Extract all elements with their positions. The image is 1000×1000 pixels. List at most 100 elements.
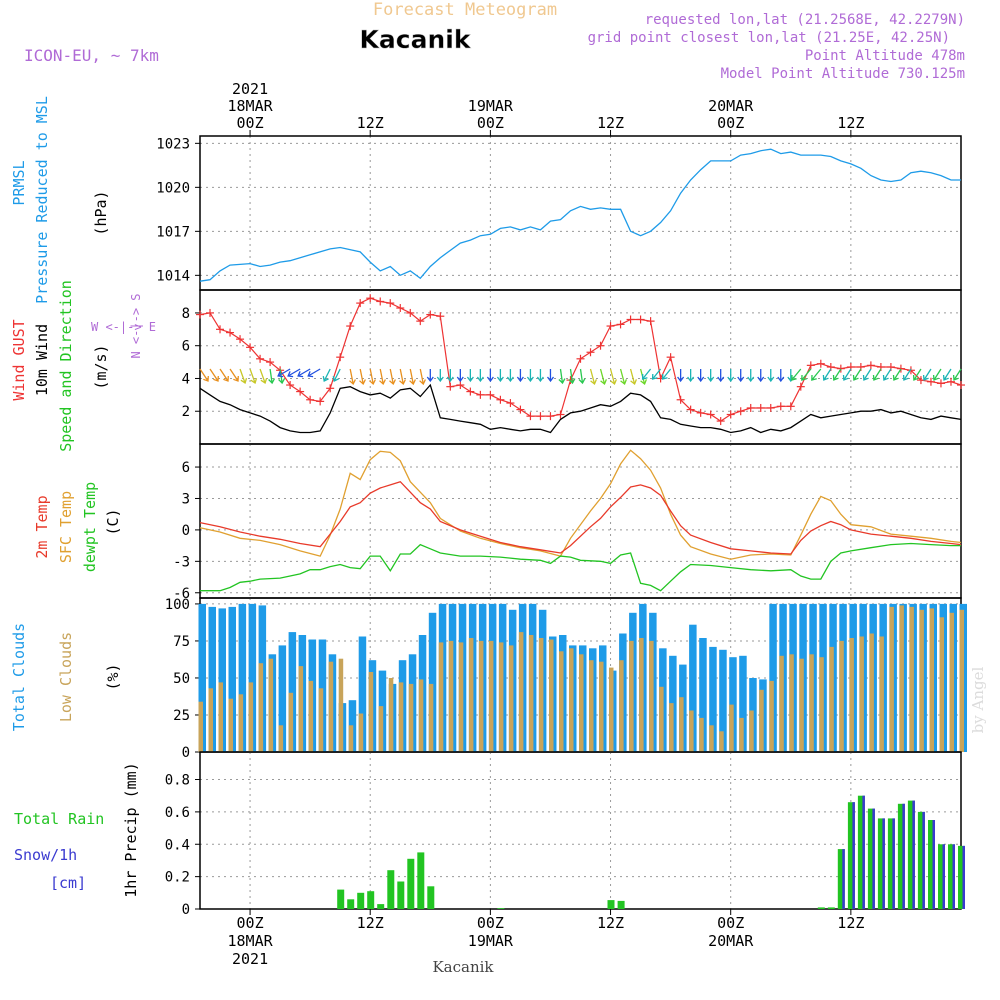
panel-axis-label: (C) <box>104 508 122 535</box>
y-tick-label: 3 <box>182 491 190 507</box>
wind-arrow-head <box>832 374 839 381</box>
snow-bar <box>912 800 915 909</box>
low-cloud-bar <box>629 640 634 752</box>
rain-bar <box>357 892 365 909</box>
wind-arrow-head <box>600 379 608 386</box>
temperature-labels: 2m Temp SFC Temp dewpt Temp (C) <box>33 482 122 572</box>
total-cloud-bar <box>218 608 226 752</box>
top-time-label: 12Z <box>357 114 384 132</box>
wind-direction-arrow <box>801 368 812 381</box>
low-cloud-bar <box>589 660 594 752</box>
low-cloud-bar <box>538 638 544 752</box>
rain-bar <box>827 907 835 909</box>
temp-2m-line <box>199 480 962 555</box>
wind-arrow-head <box>922 374 929 381</box>
wind-direction-arrow <box>409 368 414 385</box>
total-cloud-bar <box>719 649 727 752</box>
low-cloud-bar <box>659 686 664 752</box>
low-cloud-bar <box>498 642 504 752</box>
y-tick-label: 0.4 <box>165 837 190 853</box>
wind-direction-arrow <box>333 368 341 382</box>
total-cloud-bar <box>208 606 216 752</box>
wind-arrow-head <box>590 379 598 386</box>
low-cloud-bar <box>278 725 284 752</box>
compass-ns-label: N <-|-> S <box>129 293 143 358</box>
wind-arrow-head <box>476 376 484 383</box>
panel-axis-label: (hPa) <box>92 190 110 235</box>
wind-arrow-head <box>862 374 869 381</box>
location-title: Kacanik <box>360 25 472 54</box>
low-cloud-bar <box>488 640 494 752</box>
low-cloud-bar <box>549 639 554 752</box>
pressure-labels: PRMSL Pressure Reduced to MSL (hPa) <box>10 96 110 304</box>
wind-arrow-head <box>892 374 899 381</box>
snow-bar <box>842 849 845 909</box>
wind-arrow-head <box>466 376 474 383</box>
wind-direction-arrow <box>589 368 596 385</box>
wind-direction-arrow <box>399 368 404 385</box>
low-cloud-bar <box>478 640 484 752</box>
panel-frame <box>199 135 962 291</box>
low-cloud-bar <box>458 642 464 752</box>
panel-axis-label: (%) <box>104 663 122 690</box>
y-tick-label: 0.2 <box>165 870 190 886</box>
wind-direction-arrow <box>609 368 616 385</box>
snow-bar <box>932 820 935 909</box>
snow-bar <box>872 808 875 909</box>
wind-direction-arrow <box>642 368 652 380</box>
wind-arrow-head <box>641 373 648 380</box>
wind-arrow-head <box>912 374 919 381</box>
snow-bar <box>902 803 905 909</box>
low-cloud-bar <box>468 638 474 752</box>
total-cloud-bar <box>709 646 717 752</box>
low-cloud-bar <box>759 689 764 752</box>
wind-arrow-head <box>767 376 775 383</box>
rain-bar <box>938 844 945 909</box>
y-tick-label: 1020 <box>156 180 190 196</box>
wind-arrow-head <box>737 376 745 383</box>
rain-bar <box>417 852 425 909</box>
bottom-time-label: 12Z <box>597 914 624 932</box>
low-cloud-bar <box>809 654 814 752</box>
low-cloud-bar <box>899 605 904 752</box>
low-cloud-bar <box>378 706 384 752</box>
low-cloud-bar <box>198 701 203 752</box>
panel-axis-label: 10m Wind <box>33 324 51 396</box>
wind-arrow-head <box>687 376 695 383</box>
low-cloud-bar <box>619 660 624 752</box>
wind-direction-arrow <box>873 368 882 381</box>
wind-arrow-head <box>446 376 454 383</box>
wind-arrow-head <box>707 376 715 383</box>
y-tick-label: 1014 <box>156 268 190 284</box>
wind-direction-arrow <box>893 368 902 381</box>
y-tick-label: 25 <box>173 708 190 724</box>
wind-arrow-head <box>213 375 219 382</box>
wind-arrow-head <box>942 374 949 381</box>
low-cloud-bar <box>308 680 314 752</box>
low-cloud-bar <box>518 632 524 752</box>
requested-coords: requested lon,lat (21.2568E, 42.2279N) <box>645 12 965 28</box>
wind-arrow-head <box>882 374 889 381</box>
rain-bar <box>928 820 935 909</box>
wind-arrow-head <box>620 379 628 386</box>
rain-bar <box>347 899 355 909</box>
low-cloud-bar <box>418 679 424 752</box>
bottom-time-label: 00Z <box>237 914 264 932</box>
snow-bar <box>882 818 885 909</box>
low-cloud-bar <box>358 713 364 752</box>
wind-arrow-head <box>250 378 258 385</box>
wind-speed-line <box>199 383 962 434</box>
snow-bar <box>942 844 945 909</box>
rain-bar <box>867 808 875 909</box>
low-cloud-bar <box>959 609 964 752</box>
low-cloud-bar <box>579 654 584 752</box>
panel-axis-label: Low Clouds <box>57 632 75 722</box>
wind-direction-arrow <box>923 368 932 381</box>
snow-bar <box>962 845 965 909</box>
snow-bar <box>852 802 855 909</box>
precip-unit-label: [cm] <box>50 874 86 892</box>
bottom-time-label: 00Z <box>717 914 744 932</box>
panel-axis-label: Wind GUST <box>10 319 28 400</box>
low-cloud-bar <box>909 606 914 752</box>
wind-arrow-head <box>486 376 494 383</box>
